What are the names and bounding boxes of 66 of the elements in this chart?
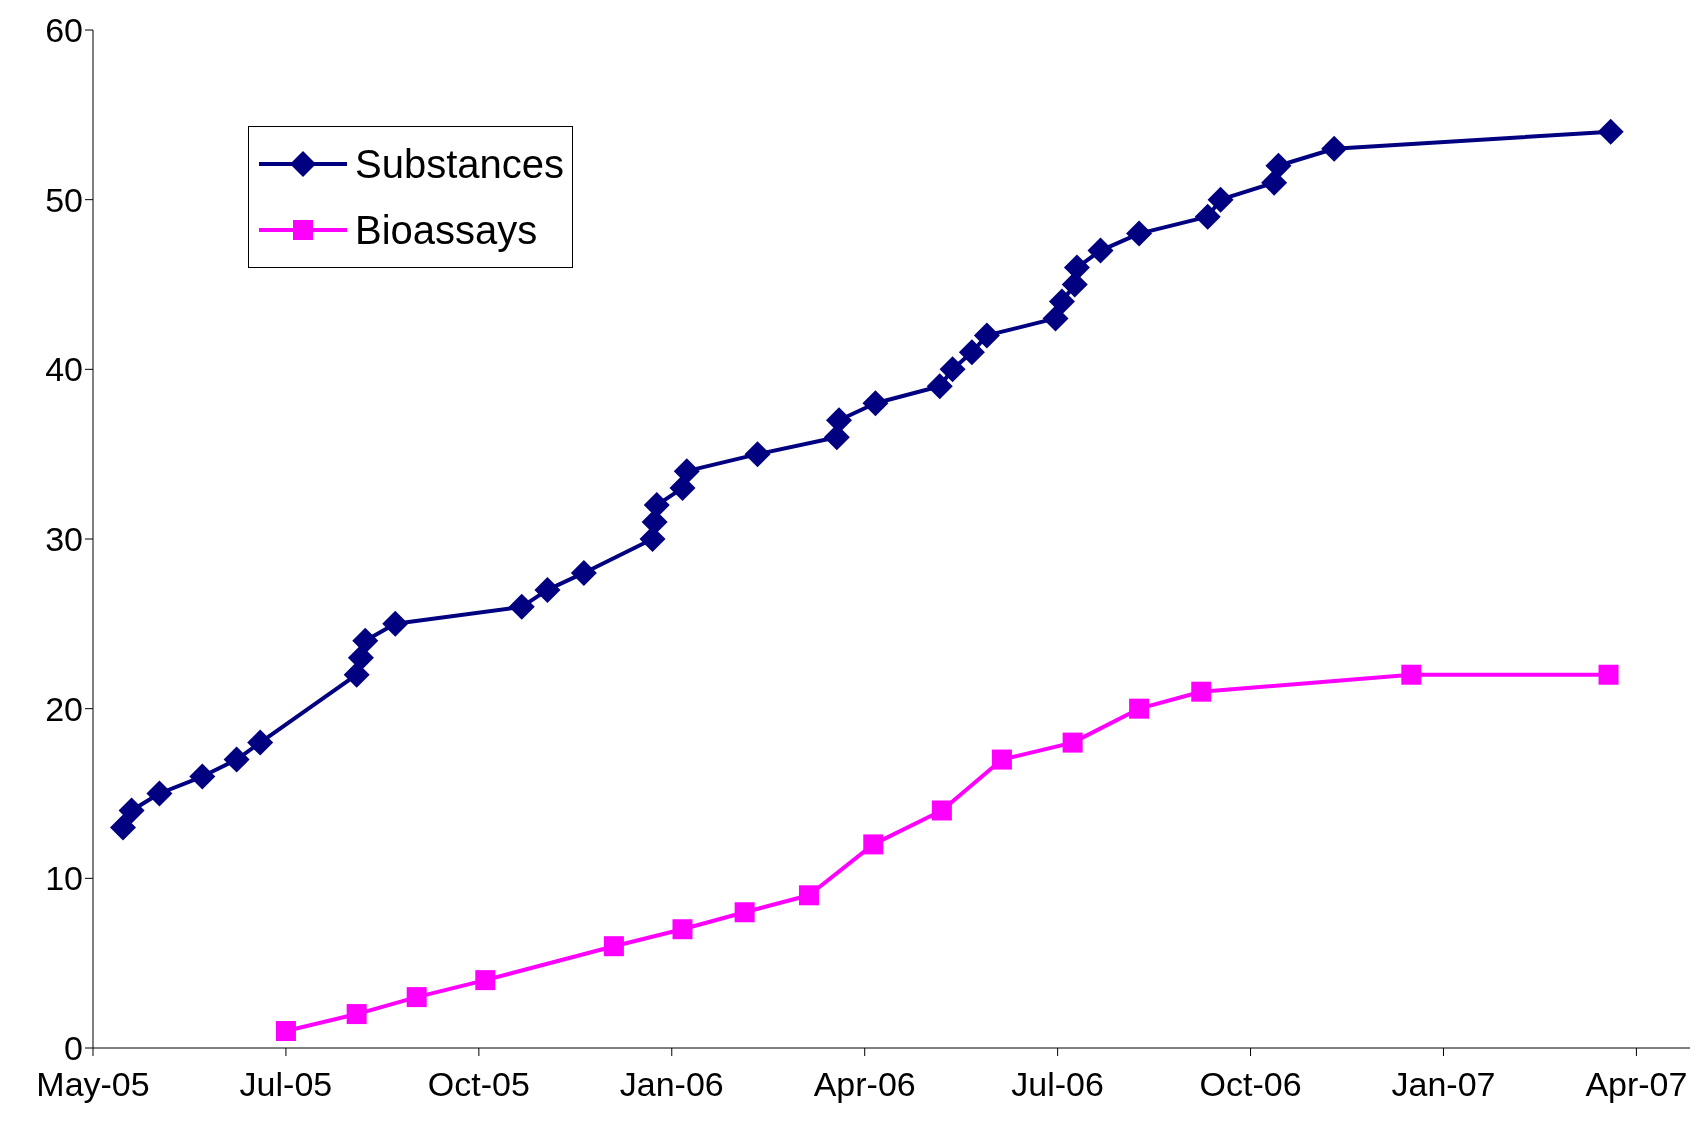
point — [570, 559, 597, 586]
point — [346, 1004, 367, 1025]
x-tick-label: Apr-06 — [813, 1065, 916, 1104]
y-tick-label: 0 — [64, 1029, 83, 1068]
point — [1321, 135, 1348, 162]
point — [798, 885, 819, 906]
x-tick-label: Jul-06 — [1011, 1065, 1104, 1104]
point — [1191, 681, 1212, 702]
y-tick-label: 60 — [45, 11, 83, 50]
point — [534, 576, 561, 603]
point — [1598, 664, 1619, 685]
x-tick-label: Jul-05 — [239, 1065, 333, 1104]
point — [382, 610, 409, 637]
point — [347, 644, 374, 671]
point — [926, 373, 953, 400]
point — [863, 834, 884, 855]
point — [475, 970, 496, 991]
point — [991, 749, 1012, 770]
point — [744, 441, 771, 468]
point — [1261, 169, 1288, 196]
point — [189, 763, 216, 790]
y-tick-label: 10 — [45, 859, 83, 898]
point — [1129, 698, 1150, 719]
point — [343, 661, 370, 688]
point — [1087, 237, 1114, 264]
point — [669, 475, 696, 502]
y-tick-label: 30 — [45, 520, 83, 559]
point — [1265, 152, 1292, 179]
point — [862, 390, 889, 417]
y-tick-label: 50 — [45, 180, 83, 219]
point — [118, 797, 145, 824]
point — [1042, 305, 1069, 332]
x-tick-label: Jan-06 — [619, 1065, 724, 1104]
point — [247, 729, 274, 756]
y-tick-label: 40 — [45, 350, 83, 389]
point — [673, 458, 700, 485]
point — [973, 322, 1000, 349]
point — [1063, 254, 1090, 281]
x-tick-label: May-05 — [36, 1065, 150, 1104]
x-tick-label: Jan-07 — [1391, 1065, 1496, 1104]
point — [146, 780, 173, 807]
point — [1207, 186, 1234, 213]
x-tick-label: Oct-05 — [427, 1065, 530, 1104]
point — [1126, 220, 1153, 247]
point — [406, 987, 427, 1008]
point — [1048, 288, 1075, 315]
point — [603, 936, 624, 957]
point — [672, 919, 693, 940]
point — [1062, 732, 1083, 753]
point — [223, 746, 250, 773]
point — [939, 356, 966, 383]
y-tick-label: 20 — [45, 689, 83, 728]
point — [275, 1021, 296, 1042]
x-tick-label: Oct-06 — [1199, 1065, 1302, 1104]
x-tick-label: Apr-07 — [1585, 1065, 1688, 1104]
point — [931, 800, 952, 821]
point — [1401, 664, 1422, 685]
legend-label: Bioassays — [355, 207, 538, 253]
point — [352, 627, 379, 654]
point — [110, 814, 137, 841]
legend-label: Substances — [355, 141, 565, 187]
point — [734, 902, 755, 923]
point — [958, 339, 985, 366]
point — [1194, 203, 1221, 230]
point — [1597, 118, 1624, 145]
point — [508, 593, 535, 620]
